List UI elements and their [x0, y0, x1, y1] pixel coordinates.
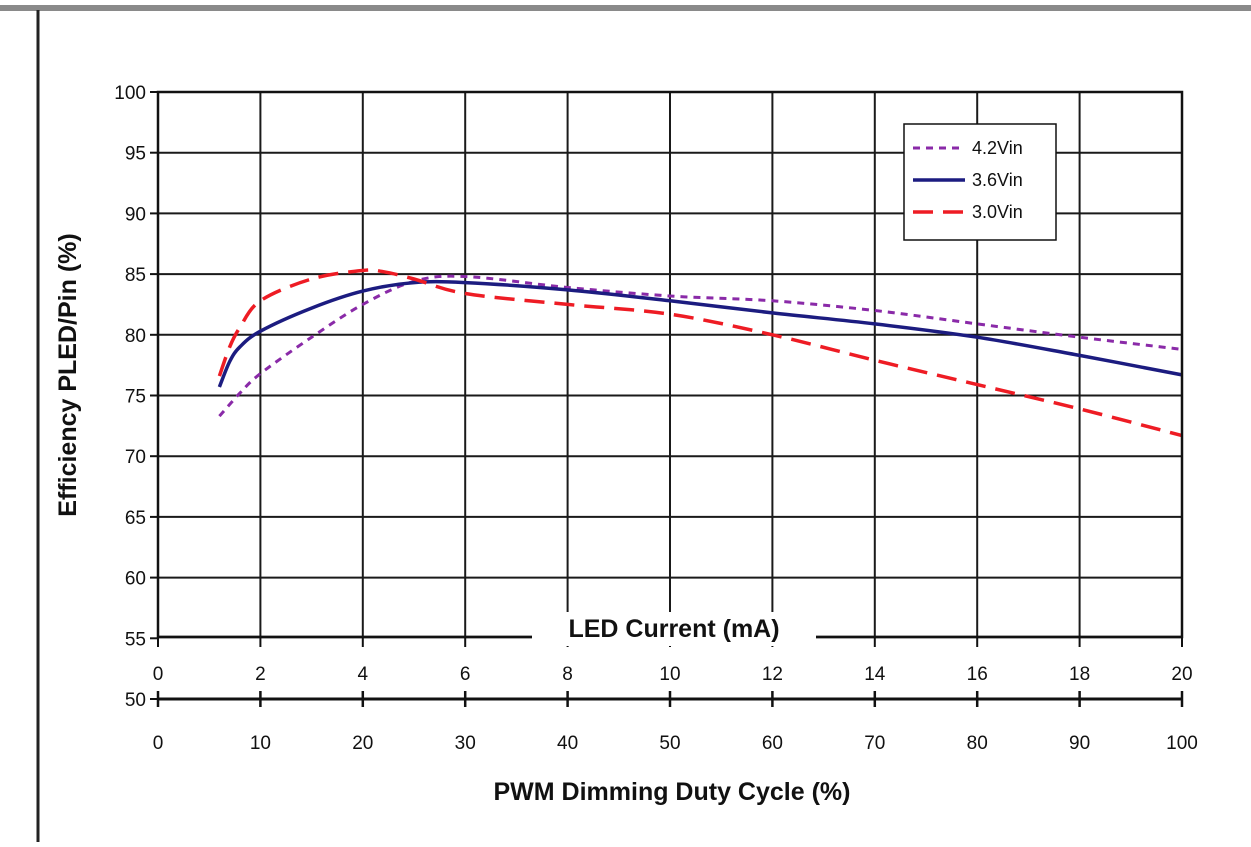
- duty-cycle-tick-label: 20: [352, 733, 373, 754]
- duty-cycle-tick-label: 80: [967, 733, 988, 754]
- series-line-4-2vin: [218, 274, 1183, 418]
- y-tick-label: 50: [125, 690, 146, 711]
- y-tick-label: 60: [125, 569, 146, 590]
- led-current-tick-label: 4: [358, 664, 369, 685]
- duty-cycle-tick-label: 50: [659, 733, 680, 754]
- led-current-tick-label: 16: [967, 664, 988, 685]
- duty-cycle-tick-label: 70: [864, 733, 885, 754]
- y-tick-label: 90: [125, 204, 146, 225]
- duty-cycle-tick-label: 60: [762, 733, 783, 754]
- y-tick-label: 80: [125, 326, 146, 347]
- y-tick-label: 95: [125, 144, 146, 165]
- led-current-ticks: 0 2 4 6 8 10 12 14 16 18 20: [153, 637, 1193, 685]
- duty-cycle-tick-label: 30: [455, 733, 476, 754]
- led-current-tick-label: 14: [864, 664, 886, 685]
- led-current-axis-title: LED Current (mA): [568, 615, 779, 643]
- legend-label: 3.6Vin: [972, 170, 1023, 190]
- legend-label: 3.0Vin: [972, 202, 1023, 222]
- y-tick-label: 55: [125, 629, 146, 650]
- led-current-tick-label: 2: [255, 664, 266, 685]
- led-current-tick-label: 0: [153, 664, 164, 685]
- led-current-tick-label: 6: [460, 664, 471, 685]
- legend-label: 4.2Vin: [972, 138, 1023, 158]
- duty-cycle-ticks: 0 10 20 30 40 50 60 70 80 90 100: [153, 691, 1198, 754]
- led-current-tick-label: 20: [1171, 664, 1192, 685]
- led-current-label-background: [532, 612, 816, 646]
- y-tick-label: 75: [125, 387, 146, 408]
- duty-cycle-axis-title: PWM Dimming Duty Cycle (%): [494, 778, 851, 806]
- legend: 4.2Vin 3.6Vin 3.0Vin: [903, 123, 1057, 241]
- duty-cycle-tick-label: 10: [250, 733, 271, 754]
- series-layer: [217, 268, 1183, 438]
- led-current-tick-label: 18: [1069, 664, 1090, 685]
- y-axis-ticks: 50 55 60 65 70 75 80 85 90 95 100: [114, 83, 158, 711]
- led-current-tick-label: 8: [562, 664, 573, 685]
- y-tick-label: 85: [125, 265, 146, 286]
- legend-box: [903, 123, 1057, 241]
- led-current-tick-label: 12: [762, 664, 783, 685]
- y-tick-label: 100: [114, 83, 146, 104]
- duty-cycle-tick-label: 90: [1069, 733, 1090, 754]
- duty-cycle-tick-label: 0: [153, 733, 164, 754]
- y-tick-label: 65: [125, 508, 146, 529]
- series-line-3-6vin: [217, 279, 1183, 388]
- duty-cycle-tick-label: 100: [1166, 733, 1198, 754]
- y-axis-title: Efficiency PLED/Pin (%): [54, 233, 82, 516]
- led-current-tick-label: 10: [659, 664, 680, 685]
- series-line-3-0vin: [217, 268, 1183, 438]
- duty-cycle-tick-label: 40: [557, 733, 578, 754]
- y-tick-label: 70: [125, 447, 146, 468]
